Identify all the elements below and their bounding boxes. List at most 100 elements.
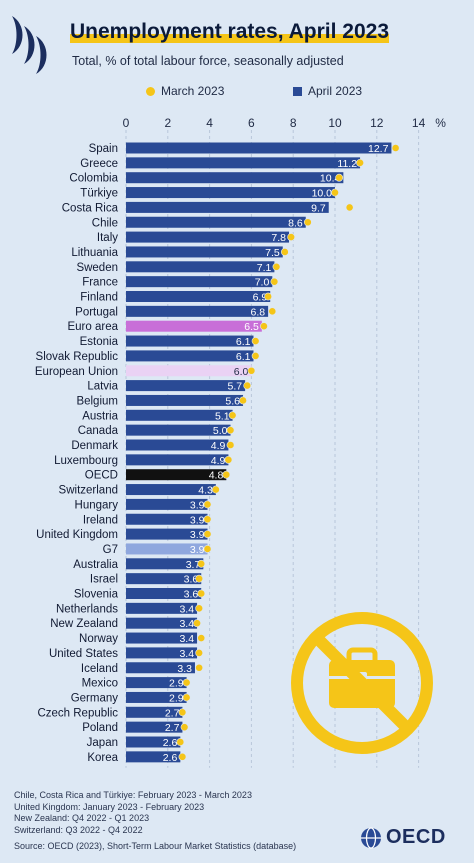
march-dot bbox=[251, 351, 260, 360]
march-dot bbox=[226, 441, 235, 449]
category-label: Türkiye bbox=[80, 188, 118, 200]
category-label: Germany bbox=[71, 692, 119, 704]
chart-subtitle: Total, % of total labour force, seasonal… bbox=[72, 54, 344, 68]
no-work-briefcase-icon bbox=[291, 612, 433, 754]
x-unit-label: % bbox=[435, 116, 446, 130]
march-dot bbox=[197, 634, 206, 642]
bar-value-label: 5.7 bbox=[228, 381, 243, 393]
bar bbox=[126, 513, 208, 525]
category-label: Canada bbox=[78, 425, 119, 437]
bar bbox=[126, 335, 254, 347]
march-dot bbox=[270, 277, 279, 286]
category-label: Austria bbox=[82, 410, 118, 422]
oecd-wordmark: OECD bbox=[386, 826, 446, 848]
bar-value-label: 4.9 bbox=[211, 455, 226, 467]
bar-value-label: 9.7 bbox=[311, 202, 326, 214]
march-dot bbox=[197, 559, 206, 568]
oecd-logo-icon bbox=[12, 16, 47, 74]
category-label: Ireland bbox=[83, 514, 118, 526]
bar bbox=[126, 157, 361, 169]
march-dot bbox=[335, 173, 344, 182]
bar bbox=[126, 632, 198, 644]
category-label: Greece bbox=[80, 158, 118, 170]
march-dot bbox=[211, 485, 220, 494]
march-dot bbox=[260, 322, 268, 331]
bar-value-label: 6.5 bbox=[244, 321, 259, 333]
bar-value-label: 2.6 bbox=[163, 737, 178, 749]
bar-value-label: 4.8 bbox=[209, 470, 224, 482]
bar bbox=[126, 350, 254, 362]
bar bbox=[126, 291, 271, 302]
march-dot bbox=[176, 738, 185, 746]
bar bbox=[126, 751, 181, 763]
march-dot bbox=[239, 396, 247, 405]
category-label: Czech Republic bbox=[37, 707, 118, 719]
category-label: Latvia bbox=[87, 381, 118, 393]
bar bbox=[126, 394, 244, 406]
bar-value-label: 4.3 bbox=[198, 485, 213, 497]
bar bbox=[126, 424, 231, 436]
bar bbox=[126, 454, 229, 466]
x-tick-label: 2 bbox=[164, 116, 171, 130]
source-note: Source: OECD (2023), Short-Term Labour M… bbox=[14, 841, 297, 851]
march-dot bbox=[197, 589, 206, 598]
category-label: Italy bbox=[97, 232, 118, 244]
march-dot bbox=[356, 158, 364, 167]
footnote-line: United Kingdom: January 2023 - February … bbox=[14, 801, 205, 812]
bar bbox=[126, 276, 273, 288]
bar-value-label: 6.1 bbox=[236, 351, 251, 363]
bar-value-label: 3.4 bbox=[179, 603, 194, 615]
march-dot bbox=[264, 292, 273, 301]
x-tick-label: 10 bbox=[328, 116, 342, 130]
category-label: France bbox=[82, 277, 118, 289]
march-dot bbox=[182, 693, 191, 702]
footnotes: Chile, Costa Rica and Türkiye: February … bbox=[14, 790, 252, 836]
bar bbox=[126, 558, 204, 570]
category-label: Lithuania bbox=[71, 247, 118, 259]
category-label: Estonia bbox=[80, 336, 119, 348]
march-dot bbox=[180, 723, 189, 732]
bar-chart: 0 2 4 6 8 10 12 14 % Spain 12.7 Greece 11.2 Colombia 1… bbox=[35, 116, 446, 768]
bar bbox=[126, 231, 290, 243]
category-label: Euro area bbox=[67, 321, 118, 333]
bar bbox=[126, 305, 269, 317]
legend-square-icon bbox=[293, 86, 302, 96]
bar bbox=[126, 172, 344, 184]
march-dot bbox=[303, 218, 312, 227]
march-dot bbox=[345, 203, 354, 212]
category-label: Japan bbox=[87, 737, 118, 749]
category-label: Portugal bbox=[75, 306, 118, 318]
category-label: Sweden bbox=[76, 262, 118, 274]
category-label: Chile bbox=[92, 217, 118, 229]
march-dot bbox=[178, 752, 187, 761]
bar-value-label: 2.7 bbox=[165, 707, 180, 719]
bar bbox=[126, 691, 187, 703]
march-dot bbox=[203, 545, 212, 553]
category-label: Switzerland bbox=[59, 485, 118, 497]
bar-value-label: 7.5 bbox=[265, 247, 280, 259]
category-label: Slovenia bbox=[74, 589, 119, 601]
chart-title: Unemployment rates, April 2023 bbox=[70, 20, 389, 44]
bar-value-label: 5.0 bbox=[213, 425, 228, 437]
category-label: OECD bbox=[85, 470, 118, 482]
bar bbox=[126, 647, 198, 659]
bar-value-label: 2.9 bbox=[169, 692, 184, 704]
bar bbox=[126, 469, 227, 481]
bar bbox=[126, 543, 208, 555]
bar bbox=[126, 617, 198, 629]
legend-item-april: April 2023 bbox=[293, 84, 362, 98]
oecd-brand: OECD bbox=[360, 826, 446, 849]
bar-value-label: 3.6 bbox=[184, 574, 199, 586]
category-label: Iceland bbox=[81, 663, 118, 675]
footnote-line: Switzerland: Q3 2022 - Q4 2022 bbox=[14, 824, 143, 835]
bar bbox=[126, 588, 202, 599]
bar-value-label: 6.8 bbox=[251, 306, 266, 318]
bar-value-label: 5.6 bbox=[225, 395, 240, 407]
march-dot bbox=[243, 381, 252, 390]
bar bbox=[126, 602, 198, 614]
bar-value-label: 7.0 bbox=[255, 277, 270, 289]
bar-value-label: 10.4 bbox=[320, 173, 341, 185]
category-label: Poland bbox=[82, 722, 118, 734]
x-tick-label: 0 bbox=[123, 116, 130, 130]
x-tick-label: 14 bbox=[412, 116, 426, 130]
